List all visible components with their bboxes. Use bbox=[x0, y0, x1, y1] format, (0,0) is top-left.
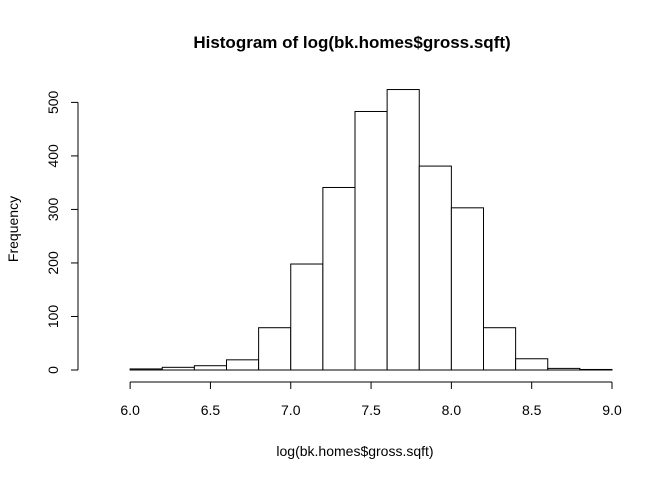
y-tick-label-2: 200 bbox=[45, 251, 61, 275]
x-tick-label-6: 9.0 bbox=[602, 402, 622, 418]
y-axis-label: Frequency bbox=[5, 196, 21, 262]
histogram-bar-5 bbox=[258, 327, 292, 371]
histogram-bar-10 bbox=[418, 165, 452, 371]
y-tick-label-0: 0 bbox=[45, 366, 61, 374]
histogram-bar-9 bbox=[386, 89, 420, 371]
x-tick-label-4: 8.0 bbox=[442, 402, 462, 418]
x-axis: 6.0 6.5 7.0 7.5 8.0 8.5 9.0 bbox=[120, 381, 622, 418]
histogram-bar-11 bbox=[450, 207, 484, 371]
x-tick-label-0: 6.0 bbox=[120, 402, 140, 418]
y-tick-label-4: 400 bbox=[45, 144, 61, 168]
bars-group bbox=[129, 89, 613, 371]
y-tick-label-5: 500 bbox=[45, 90, 61, 114]
histogram-bar-15 bbox=[579, 368, 613, 371]
histogram-bar-13 bbox=[515, 358, 549, 371]
histogram-bar-2 bbox=[161, 366, 195, 371]
x-axis-label: log(bk.homes$gross.sqft) bbox=[276, 443, 433, 459]
y-tick-label-1: 100 bbox=[45, 305, 61, 329]
histogram-bar-12 bbox=[483, 327, 517, 371]
histogram-bar-14 bbox=[547, 367, 581, 371]
chart-title: Histogram of log(bk.homes$gross.sqft) bbox=[193, 33, 510, 52]
x-tick-label-2: 7.0 bbox=[281, 402, 301, 418]
x-tick-label-1: 6.5 bbox=[201, 402, 221, 418]
histogram-bar-6 bbox=[290, 263, 324, 371]
y-axis: 0 100 200 300 400 500 bbox=[45, 90, 79, 374]
histogram-bar-8 bbox=[354, 110, 388, 371]
y-tick-label-3: 300 bbox=[45, 198, 61, 222]
x-tick-label-5: 8.5 bbox=[522, 402, 542, 418]
histogram-bar-3 bbox=[193, 365, 227, 371]
x-tick-label-3: 7.5 bbox=[361, 402, 381, 418]
histogram-bar-7 bbox=[322, 186, 356, 371]
histogram-bar-1 bbox=[129, 368, 163, 371]
histogram-bar-4 bbox=[226, 359, 260, 371]
